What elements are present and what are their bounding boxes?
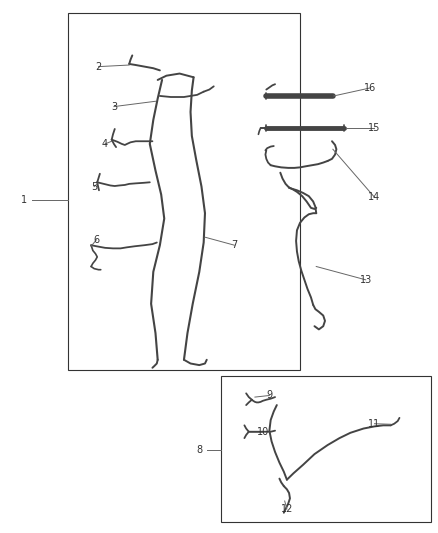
Text: 15: 15 [368, 123, 381, 133]
Text: 2: 2 [95, 62, 102, 71]
Bar [221, 376, 431, 522]
Text: 6: 6 [93, 235, 99, 245]
Text: 1: 1 [21, 195, 27, 205]
Text: 4: 4 [102, 139, 108, 149]
Text: 7: 7 [231, 240, 237, 250]
Text: 12: 12 [281, 504, 293, 514]
Text: 3: 3 [111, 102, 117, 111]
Text: 14: 14 [368, 192, 381, 202]
Bar [68, 13, 300, 370]
Text: 10: 10 [257, 427, 269, 437]
Text: 16: 16 [364, 83, 376, 93]
Text: 8: 8 [196, 446, 202, 455]
Text: 11: 11 [368, 419, 381, 429]
Text: 13: 13 [360, 275, 372, 285]
Text: 9: 9 [266, 391, 272, 400]
Text: 5: 5 [91, 182, 97, 191]
